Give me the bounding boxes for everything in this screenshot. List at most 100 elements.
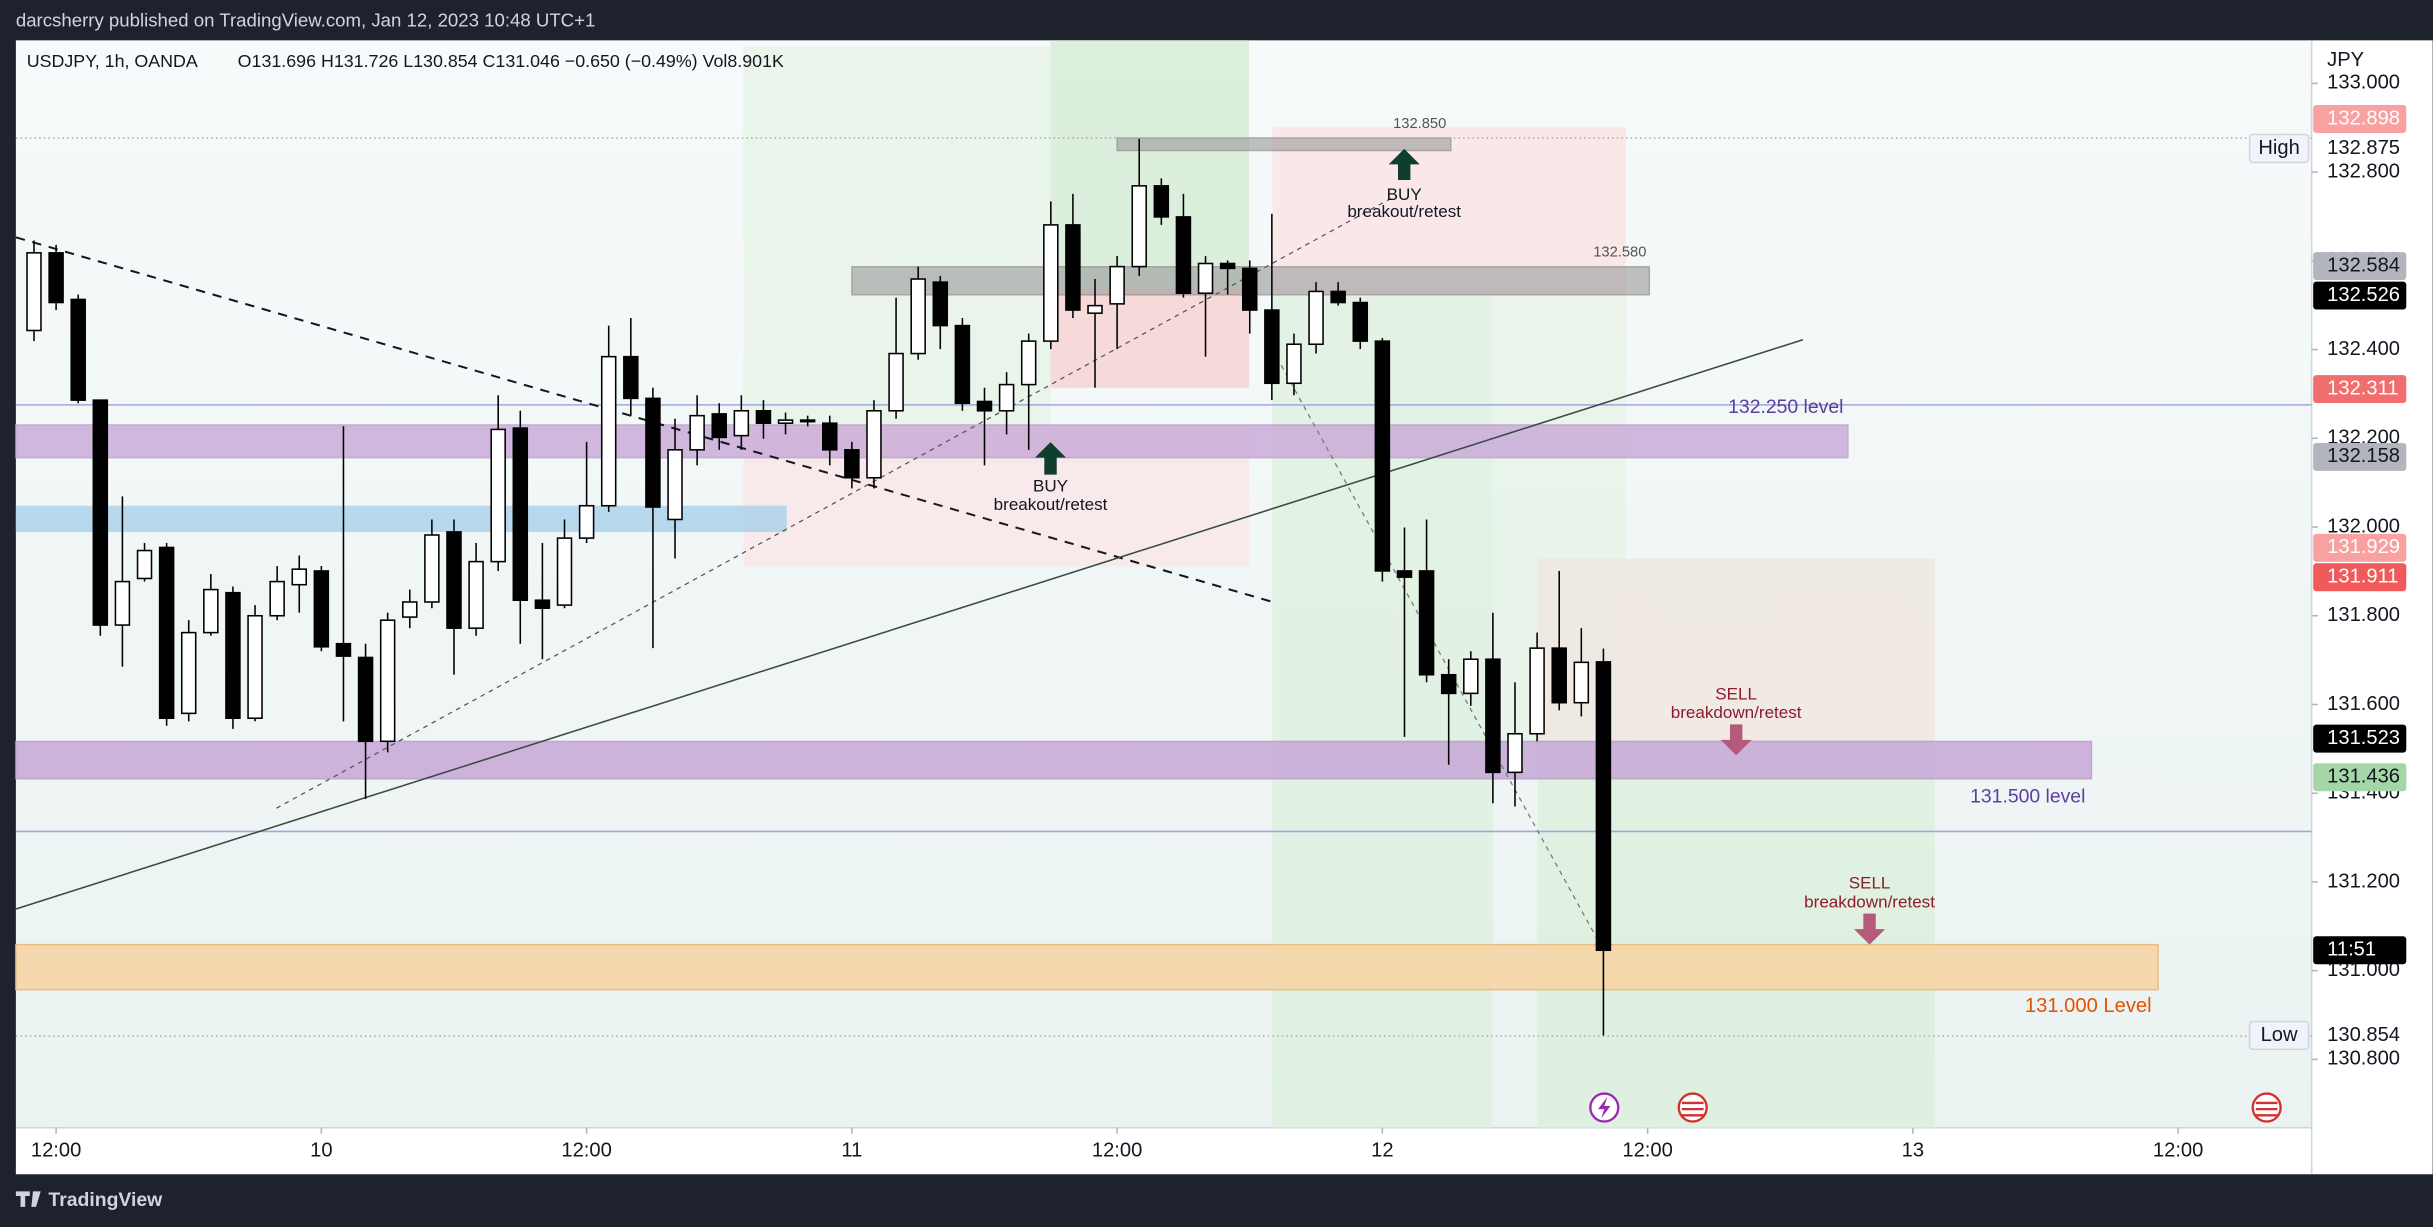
economic-event[interactable] <box>1677 1092 1708 1123</box>
price-marker-label: 131.523 <box>2327 727 2400 749</box>
price-marker <box>2313 442 2407 471</box>
candle-body <box>1264 309 1280 385</box>
candle-body <box>1440 673 1457 695</box>
candle-body <box>291 568 308 586</box>
candle-body <box>269 580 285 617</box>
price-marker-label: 132.584 <box>2327 254 2400 276</box>
candle-body <box>578 504 595 539</box>
y-tick-label: 132.400 <box>2327 338 2400 360</box>
level-label: 131.500 level <box>1970 785 2085 807</box>
price-tag: Low <box>2261 1024 2298 1046</box>
candle-body <box>1175 216 1192 294</box>
candle-body <box>667 449 683 521</box>
candle-body <box>1219 262 1236 270</box>
price-marker <box>2313 105 2407 133</box>
zone-label: 132.580 <box>1593 245 1646 261</box>
candle-body <box>446 531 462 629</box>
trend-line <box>15 236 1273 603</box>
trend-line <box>276 194 1397 809</box>
candle-body <box>92 399 109 626</box>
candle-body <box>1507 732 1523 774</box>
candle-body <box>468 560 484 629</box>
event-icon <box>1598 1096 1611 1119</box>
ohlc-legend: O131.696 H131.726 L130.854 C131.046 −0.6… <box>238 51 784 71</box>
candle-body <box>1043 224 1059 342</box>
price-tag: High <box>2258 137 2299 159</box>
candle-body <box>402 601 418 618</box>
candle-body <box>379 619 396 743</box>
candle-body <box>888 352 904 412</box>
candle-body <box>180 631 197 715</box>
sell-arrow <box>1854 913 1886 945</box>
candle-body <box>158 546 175 720</box>
y-tick-label: 132.800 <box>2327 160 2400 182</box>
signal-note: breakdown/retest <box>1804 892 1935 911</box>
candle-body <box>1131 185 1147 268</box>
candle-body <box>976 400 993 412</box>
y-tick-label: 133.000 <box>2327 72 2400 94</box>
y-tick-label: 131.200 <box>2327 870 2400 892</box>
price-marker <box>2313 281 2407 310</box>
price-marker-label: 132.898 <box>2327 107 2400 129</box>
candle-body <box>844 449 860 479</box>
candles <box>26 138 1612 1036</box>
candle-body <box>932 281 949 327</box>
candle-body <box>866 410 882 479</box>
currency: JPY <box>2327 49 2364 71</box>
buy-arrow <box>1035 442 1067 475</box>
price-marker-label: 132.526 <box>2327 284 2400 306</box>
price-marker <box>2313 724 2407 753</box>
trend-line <box>15 338 1804 910</box>
sell-arrow <box>1720 724 1752 756</box>
candle-body <box>556 537 573 606</box>
zone <box>15 424 1849 459</box>
candle-body <box>1463 658 1479 695</box>
candle-body <box>910 278 926 355</box>
economic-event[interactable] <box>2251 1092 2282 1123</box>
x-tick-label: 12:00 <box>2153 1139 2203 1161</box>
economic-event <box>2255 1101 2278 1117</box>
y-tick-label: 131.000 <box>2327 959 2400 981</box>
candle-body <box>313 570 330 648</box>
candle-body <box>1529 647 1545 735</box>
time-axis-background <box>15 1127 2312 1175</box>
candle-body <box>711 413 727 439</box>
candle-body <box>1197 262 1214 294</box>
candle-body <box>490 428 506 563</box>
price-tag-box <box>2248 1020 2310 1051</box>
price-marker <box>2313 563 2407 592</box>
brand-logo <box>15 1191 41 1207</box>
price-marker-label: 131.929 <box>2327 536 2400 558</box>
price-marker <box>2313 763 2407 792</box>
x-tick-label: 12:00 <box>1622 1139 1672 1161</box>
candle-body <box>1286 343 1302 385</box>
candle-body <box>1418 570 1435 676</box>
signal-note: breakout/retest <box>1347 202 1461 221</box>
candle-body <box>335 642 352 657</box>
level-label: 131.000 Level <box>2025 995 2152 1017</box>
zone <box>15 740 2093 780</box>
candle-body <box>512 427 529 601</box>
zone <box>15 505 787 533</box>
zone <box>15 943 2159 991</box>
price-marker <box>2313 1021 2407 1050</box>
candle-body <box>689 414 705 451</box>
candle-body <box>1241 267 1258 311</box>
signal-note: breakout/retest <box>994 495 1108 514</box>
candle-body <box>203 588 219 634</box>
x-tick-label: 13 <box>1902 1139 1924 1161</box>
price-marker-label: 131.436 <box>2327 766 2400 788</box>
candle-body <box>600 355 617 507</box>
price-marker-label: 132.311 <box>2327 377 2398 399</box>
candle-body <box>822 422 838 451</box>
candle-body <box>70 298 86 401</box>
price-marker-label: 132.158 <box>2327 445 2400 467</box>
position-target <box>1050 40 1250 289</box>
candle-body <box>1308 290 1324 346</box>
y-tick-label: 131.800 <box>2327 604 2400 626</box>
candle-body <box>247 614 263 720</box>
candle-body <box>755 410 772 424</box>
zone-label: 132.850 <box>1393 116 1446 132</box>
